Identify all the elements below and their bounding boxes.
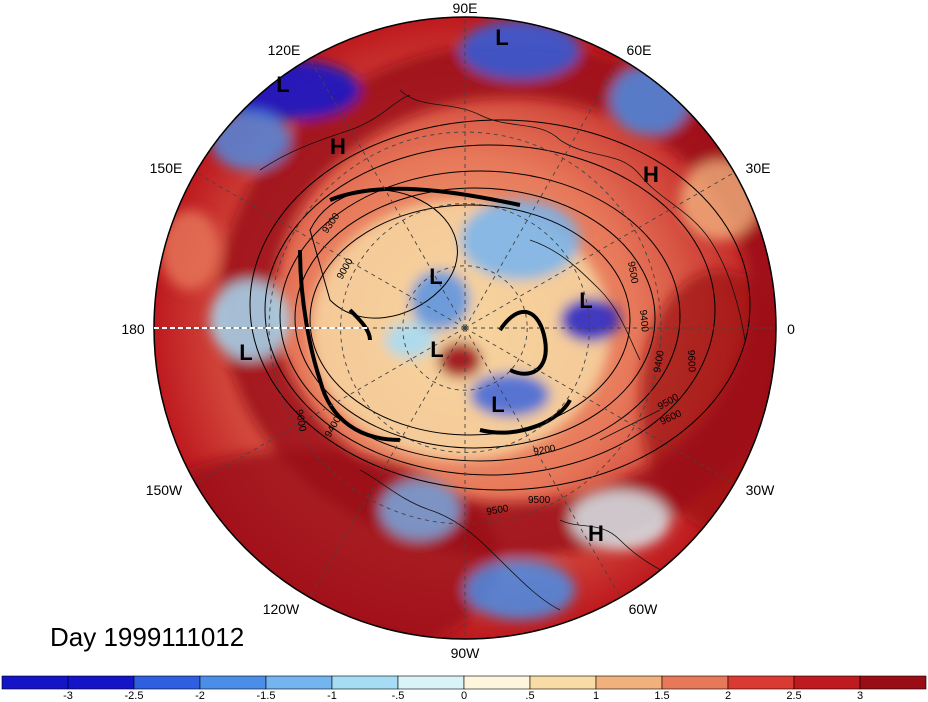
- colorbar-tick-label: 2: [725, 690, 731, 702]
- contour-label: 9600: [685, 350, 697, 373]
- contour-label: 9500: [486, 503, 510, 518]
- colorbar-tick-label: 1: [593, 690, 599, 702]
- lon-label-120w: 120W: [263, 601, 300, 617]
- colorbar-swatch: [397, 675, 465, 690]
- latitude-circle: [340, 203, 590, 453]
- lon-label-150e: 150E: [150, 160, 183, 176]
- colorbar-swatch: [463, 675, 531, 690]
- colorbar-swatch: [859, 675, 927, 690]
- colorbar-swatch: [661, 675, 729, 690]
- contour-label: 9500: [528, 495, 551, 506]
- pressure-low-marker: L: [276, 72, 289, 97]
- contour-label: 9200: [533, 443, 557, 458]
- meridian-line: [309, 58, 466, 329]
- date-label: Day 1999111012: [50, 622, 244, 652]
- colorbar-swatch: [1, 675, 69, 690]
- longitude-labels: 90E 120E 60E 150E 30E 180 0 150W 30W 120…: [121, 0, 795, 661]
- lon-label-60w: 60W: [629, 601, 659, 617]
- pressure-low-marker: L: [495, 25, 508, 50]
- colorbar-tick-label: -1: [327, 690, 337, 702]
- pressure-low-marker: L: [429, 264, 442, 289]
- colorbar-tick-label: -3: [63, 690, 73, 702]
- lon-label-30e: 30E: [746, 160, 771, 176]
- colorbar-swatch: [793, 675, 861, 690]
- colorbar-tick-label: 2.5: [786, 690, 801, 702]
- colorbar-tick-label: -1.5: [257, 690, 276, 702]
- colorbar-swatch: [199, 675, 267, 690]
- pressure-low-marker: L: [491, 392, 504, 417]
- colorbar-swatch: [595, 675, 663, 690]
- colorbar-swatch: [67, 675, 135, 690]
- meridian-line: [195, 327, 466, 484]
- lon-label-90w: 90W: [451, 645, 481, 661]
- meridian-line: [464, 58, 621, 329]
- colorbar-swatch: [331, 675, 399, 690]
- contour-label: 9600: [293, 409, 308, 433]
- meridian-line: [464, 327, 621, 598]
- pressure-low-marker: L: [430, 337, 443, 362]
- colorbar-tick-label: -2.5: [125, 690, 144, 702]
- lon-label-150w: 150W: [146, 482, 183, 498]
- latitude-circle: [402, 265, 528, 391]
- pressure-low-marker: L: [239, 340, 252, 365]
- lon-label-90e: 90E: [453, 0, 478, 16]
- anomaly-field: [154, 17, 776, 639]
- colorbar-tick-label: 0: [461, 690, 467, 702]
- colorbar-tick-label: .5: [525, 690, 534, 702]
- pressure-high-marker: H: [588, 521, 604, 546]
- meridian-line: [464, 327, 735, 484]
- colorbar-tick-label: 3: [857, 690, 863, 702]
- colorbar-swatch: [133, 675, 201, 690]
- pressure-high-marker: H: [330, 134, 346, 159]
- colorbar-tick-label: 1.5: [654, 690, 669, 702]
- pressure-markers: L L H H L L L L L H: [239, 25, 659, 546]
- geopotential-contours: [249, 119, 751, 491]
- colorbar-swatch: [727, 675, 795, 690]
- colorbar-swatch: [529, 675, 597, 690]
- meridian-line: [464, 172, 735, 329]
- colorbar-tick-label: -2: [195, 690, 205, 702]
- lon-label-0: 0: [787, 321, 795, 337]
- pressure-high-marker: H: [643, 162, 659, 187]
- pressure-low-marker: L: [579, 288, 592, 313]
- lon-label-180: 180: [121, 321, 145, 337]
- latitude-circle: [268, 131, 662, 525]
- colorbar-tick-label: -.5: [392, 690, 405, 702]
- lon-label-120e: 120E: [268, 42, 301, 58]
- contour-label: 9500: [625, 261, 640, 285]
- meridian-line: [309, 327, 466, 598]
- colorbar-swatch: [265, 675, 333, 690]
- contour-label: 9400: [652, 349, 667, 373]
- colorbar: -3 -2.5 -2 -1.5 -1 -.5 0 .5 1 1.5 2 2.5 3: [1, 675, 927, 702]
- lon-label-60e: 60E: [627, 42, 652, 58]
- meridian-line: [195, 172, 466, 329]
- lon-label-30w: 30W: [746, 482, 776, 498]
- contour-label: 9400: [637, 309, 650, 333]
